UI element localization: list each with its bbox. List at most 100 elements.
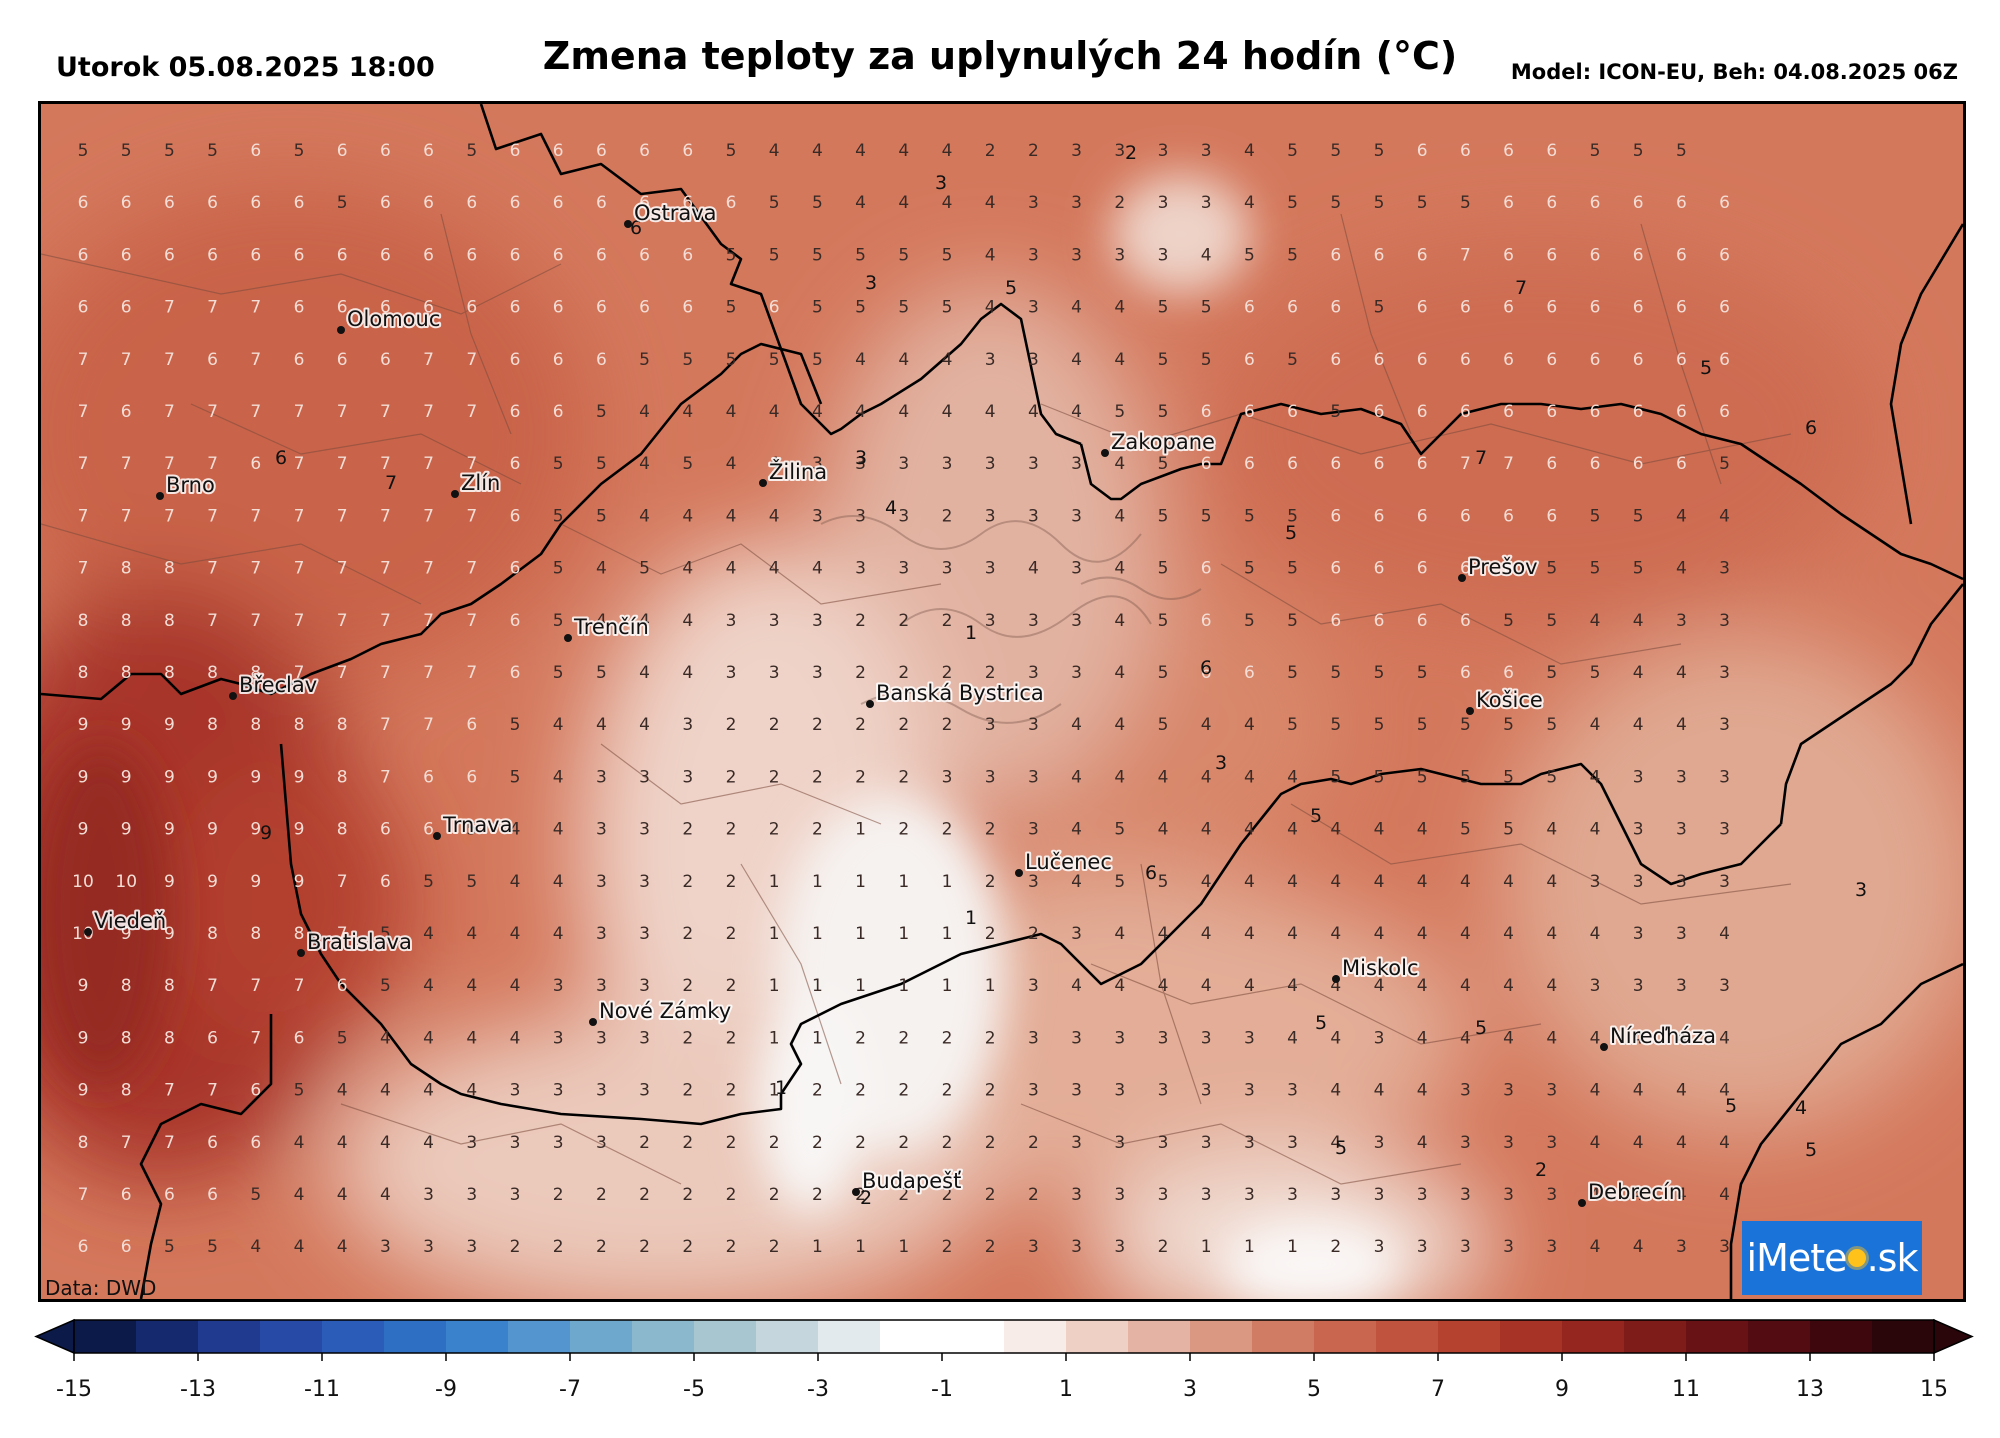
grid-value: 7 (337, 924, 348, 944)
grid-value: 2 (985, 1081, 996, 1101)
grid-value: 4 (1417, 1028, 1428, 1048)
grid-value: 3 (1590, 976, 1601, 996)
grid-value: 5 (1460, 820, 1471, 840)
grid-value: 3 (423, 1237, 434, 1257)
grid-value: 7 (78, 350, 89, 370)
grid-value: 3 (1028, 663, 1039, 683)
grid-value: 1 (769, 1081, 780, 1101)
grid-value: 3 (1071, 141, 1082, 161)
grid-value: 4 (1071, 350, 1082, 370)
grid-value: 3 (1633, 872, 1644, 892)
grid-value: 6 (1503, 559, 1514, 579)
grid-value: 5 (596, 454, 607, 474)
grid-value: 6 (1590, 350, 1601, 370)
contour-label: 1 (775, 1077, 787, 1099)
grid-value: 4 (726, 454, 737, 474)
colorbar-tick-label: 5 (1307, 1377, 1321, 1402)
grid-value: 3 (985, 767, 996, 787)
grid-value: 4 (942, 402, 953, 422)
grid-value: 2 (553, 1237, 564, 1257)
grid-value: 6 (250, 454, 261, 474)
colorbar-extend-low (34, 1318, 75, 1355)
grid-value: 4 (769, 506, 780, 526)
grid-value: 3 (1028, 715, 1039, 735)
grid-value: 6 (121, 193, 132, 213)
colorbar-segment (1128, 1320, 1191, 1353)
grid-value: 3 (1719, 559, 1730, 579)
grid-value: 5 (1158, 506, 1169, 526)
grid-value: 5 (1330, 193, 1341, 213)
grid-value: 3 (1244, 1133, 1255, 1153)
grid-value: 4 (1546, 924, 1557, 944)
grid-value: 3 (1546, 1237, 1557, 1257)
grid-value: 7 (164, 506, 175, 526)
grid-value: 5 (639, 559, 650, 579)
grid-value: 4 (1201, 820, 1212, 840)
grid-value: 7 (466, 663, 477, 683)
grid-value: 6 (1460, 298, 1471, 318)
city-label-halo: Níreďháza (1610, 1024, 1716, 1048)
grid-value: 5 (1201, 298, 1212, 318)
grid-value: 2 (639, 1185, 650, 1205)
imeteo-logo[interactable]: iMete .sk (1742, 1221, 1922, 1295)
city-label-halo: Lučenec (1025, 850, 1112, 874)
grid-value: 4 (1676, 1028, 1687, 1048)
grid-value: 3 (1676, 924, 1687, 944)
grid-value: 3 (639, 1028, 650, 1048)
grid-value: 4 (380, 1081, 391, 1101)
grid-value: 2 (726, 767, 737, 787)
grid-value: 3 (1071, 1237, 1082, 1257)
contour-label: 6 (630, 217, 642, 239)
grid-value: 6 (380, 193, 391, 213)
grid-value: 4 (1503, 872, 1514, 892)
grid-value: 7 (466, 454, 477, 474)
grid-value: 5 (510, 715, 521, 735)
grid-value: 7 (337, 506, 348, 526)
grid-value: 7 (294, 506, 305, 526)
grid-value: 1 (769, 924, 780, 944)
grid-value: 3 (596, 976, 607, 996)
grid-value: 4 (1330, 1028, 1341, 1048)
contour-label: 5 (1700, 357, 1712, 379)
colorbar-segment (322, 1320, 385, 1353)
city-dot (564, 634, 572, 642)
grid-value: 4 (812, 559, 823, 579)
grid-value: 7 (337, 559, 348, 579)
grid-value: 2 (942, 1133, 953, 1153)
grid-value: 4 (294, 1237, 305, 1257)
grid-value: 3 (1071, 924, 1082, 944)
grid-value: 6 (510, 506, 521, 526)
grid-value: 4 (1590, 924, 1601, 944)
grid-value: 6 (294, 245, 305, 265)
grid-value: 6 (1546, 245, 1557, 265)
grid-value: 6 (1374, 506, 1385, 526)
grid-value: 6 (553, 245, 564, 265)
grid-value: 6 (1503, 193, 1514, 213)
city-label-halo: Viedeň (94, 909, 166, 933)
grid-value: 6 (682, 193, 693, 213)
contour-label: 6 (1805, 417, 1817, 439)
grid-value: 8 (207, 924, 218, 944)
grid-value: 5 (726, 245, 737, 265)
